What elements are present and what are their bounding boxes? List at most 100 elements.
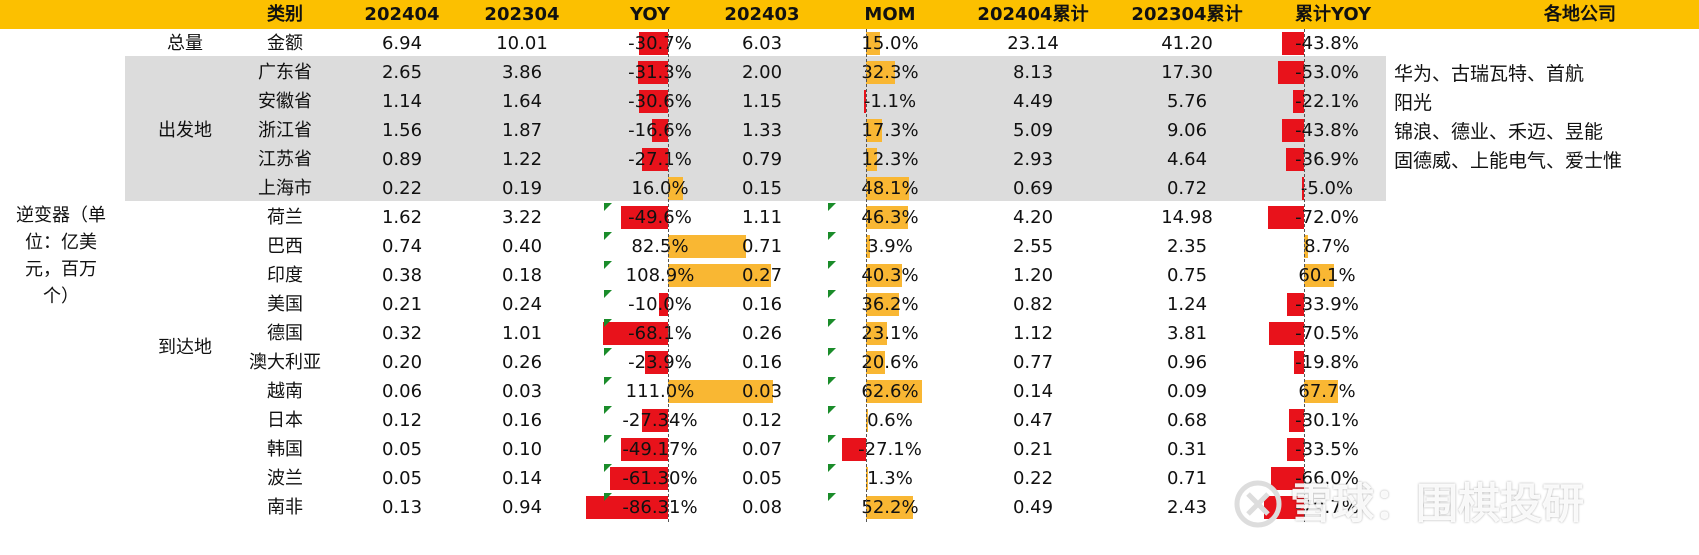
cell-yoy: 82.5% xyxy=(631,236,689,257)
cell-v2304: 0.26 xyxy=(501,352,543,373)
cell-cyoy: -33.5% xyxy=(1295,439,1359,460)
category-label-line: 个） xyxy=(43,286,79,307)
comment-marker-icon xyxy=(604,464,612,472)
cell-v2304: 0.94 xyxy=(501,497,543,518)
category-label-line: 位：亿美 xyxy=(25,232,97,253)
cyoy-bar xyxy=(1277,61,1304,84)
cell-yoy: -68.1% xyxy=(628,323,692,344)
yoy-bar xyxy=(621,438,668,461)
mom-bar xyxy=(866,409,868,432)
cell-v2304: 0.18 xyxy=(501,265,543,286)
cell-mom: 23.1% xyxy=(861,323,919,344)
cell-cum2404: 4.49 xyxy=(1012,91,1054,112)
table-row: 波兰 0.05 0.14 0.05 0.22 0.71 -61.30% 1.3% -66.0% xyxy=(0,464,1699,493)
cyoy-bar xyxy=(1268,206,1304,229)
table-row: 广东省 2.65 3.86 2.00 8.13 17.30 -31.3% 32.3% -53.0… xyxy=(0,58,1699,87)
cell-v2404: 0.12 xyxy=(381,410,423,431)
row-label: 上海市 xyxy=(258,178,312,199)
comment-marker-icon xyxy=(828,203,836,211)
cell-cum2304: 0.09 xyxy=(1166,381,1208,402)
cell-cum2304: 0.71 xyxy=(1166,468,1208,489)
mom-bar xyxy=(866,264,903,287)
cell-cum2404: 4.20 xyxy=(1012,207,1054,228)
cell-v2403: 0.12 xyxy=(741,410,783,431)
comment-marker-icon xyxy=(828,290,836,298)
cell-cum2304: 14.98 xyxy=(1161,207,1213,228)
yoy-bar xyxy=(609,467,668,490)
company-line: 固德威、上能电气、爱士惟 xyxy=(1394,150,1623,172)
mom-bar xyxy=(866,177,910,200)
row-label: 越南 xyxy=(267,381,303,402)
mom-bar xyxy=(866,467,868,490)
cell-mom: 1.3% xyxy=(867,468,913,489)
header-202304: 202304 xyxy=(484,4,560,25)
cyoy-bar xyxy=(1282,32,1304,55)
row-label: 印度 xyxy=(267,265,303,286)
cell-cum2304: 0.75 xyxy=(1166,265,1208,286)
bar-axis-line xyxy=(866,29,867,522)
bar-axis-line xyxy=(668,29,669,522)
cell-mom: 17.3% xyxy=(861,120,919,141)
cell-yoy: -27.34% xyxy=(622,410,698,431)
cell-v2403: 0.71 xyxy=(741,236,783,257)
cell-cum2404: 23.14 xyxy=(1007,33,1059,54)
cell-cum2304: 1.24 xyxy=(1166,294,1208,315)
cell-cum2404: 0.69 xyxy=(1012,178,1054,199)
row-label: 韩国 xyxy=(267,439,303,460)
cell-mom: 46.3% xyxy=(861,207,919,228)
cell-cum2404: 0.22 xyxy=(1012,468,1054,489)
cell-v2404: 0.21 xyxy=(381,294,423,315)
category-label: 逆变器（单 位：亿美 元，百万 个） xyxy=(2,202,120,310)
comment-marker-icon xyxy=(604,406,612,414)
cell-v2403: 0.15 xyxy=(741,178,783,199)
row-label: 南非 xyxy=(267,497,303,518)
cell-yoy: -16.6% xyxy=(628,120,692,141)
row-label: 江苏省 xyxy=(258,149,312,170)
cell-v2404: 1.14 xyxy=(381,91,423,112)
mom-bar xyxy=(866,32,880,55)
table-row: 德国 0.32 1.01 0.26 1.12 3.81 -68.1% 23.1% -70.5% xyxy=(0,319,1699,348)
mom-bar xyxy=(866,206,908,229)
cell-v2404: 0.20 xyxy=(381,352,423,373)
cell-cum2304: 17.30 xyxy=(1161,62,1213,83)
header-cum-yoy: 累计YOY xyxy=(1294,4,1372,25)
mom-bar xyxy=(866,380,923,403)
cyoy-bar xyxy=(1287,293,1304,316)
cell-v2304: 0.10 xyxy=(501,439,543,460)
mom-bar xyxy=(866,293,899,316)
mom-bar xyxy=(866,119,882,142)
cell-cum2304: 4.64 xyxy=(1166,149,1208,170)
mom-bar xyxy=(864,90,866,113)
cyoy-bar xyxy=(1288,409,1304,432)
comment-marker-icon xyxy=(604,203,612,211)
cyoy-bar xyxy=(1271,467,1304,490)
cell-cyoy: 8.7% xyxy=(1304,236,1350,257)
row-label: 广东省 xyxy=(258,62,312,83)
row-label: 澳大利亚 xyxy=(249,352,321,373)
cell-v2404: 0.74 xyxy=(381,236,423,257)
cell-yoy: -49.6% xyxy=(628,207,692,228)
cell-yoy: -23.9% xyxy=(628,352,692,373)
group-label-origin: 出发地 xyxy=(158,120,212,141)
comment-marker-icon xyxy=(828,377,836,385)
cell-mom: 0.6% xyxy=(867,410,913,431)
cell-mom: -27.1% xyxy=(858,439,922,460)
table-row: 印度 0.38 0.18 0.27 1.20 0.75 108.9% 40.3% 60.1% xyxy=(0,261,1699,290)
yoy-bar xyxy=(638,90,668,113)
table-row: 美国 0.21 0.24 0.16 0.82 1.24 -10.0% 36.2% -33.9% xyxy=(0,290,1699,319)
xueqiu-logo-icon xyxy=(1234,480,1282,528)
cell-mom: 20.6% xyxy=(861,352,919,373)
table-row: 浙江省 1.56 1.87 1.33 5.09 9.06 -16.6% 17.3% -43.8% xyxy=(0,116,1699,145)
comment-marker-icon xyxy=(828,261,836,269)
table-row: 金额 6.94 10.01 6.03 23.14 41.20 -30.7% 15.0% -43.… xyxy=(0,29,1699,58)
cyoy-bar xyxy=(1304,235,1309,258)
row-label: 巴西 xyxy=(267,236,303,257)
cell-cyoy: -36.9% xyxy=(1295,149,1359,170)
comment-marker-icon xyxy=(604,435,612,443)
cyoy-bar xyxy=(1282,119,1304,142)
row-label: 美国 xyxy=(267,294,303,315)
mom-bar xyxy=(866,61,896,84)
cell-v2304: 10.01 xyxy=(496,33,548,54)
comment-marker-icon xyxy=(604,232,612,240)
cell-mom: 40.3% xyxy=(861,265,919,286)
